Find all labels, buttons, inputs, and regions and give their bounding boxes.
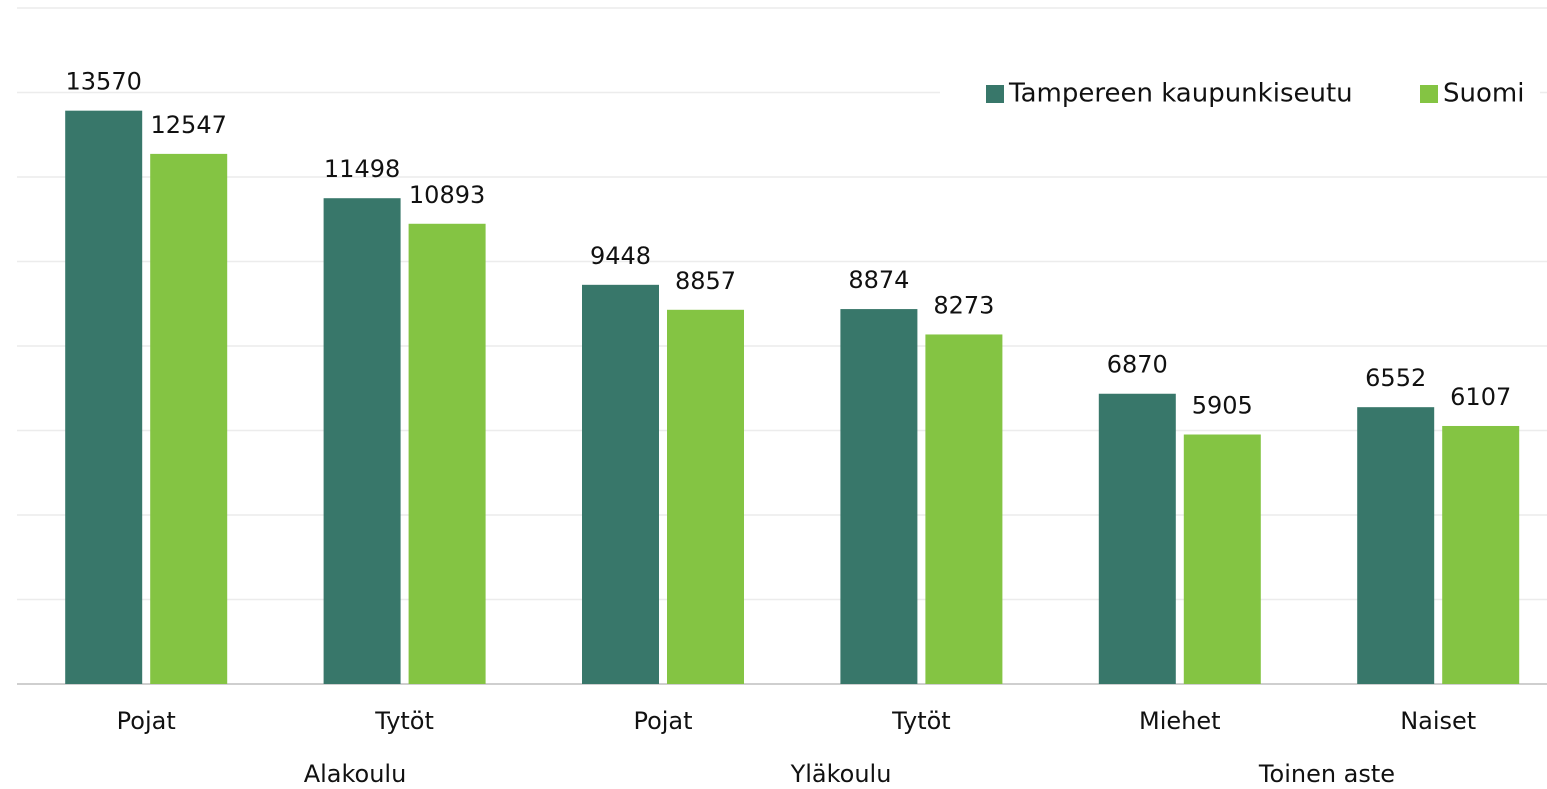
- bar: [323, 198, 401, 684]
- data-label: 12547: [151, 111, 227, 139]
- legend-swatch: [986, 85, 1004, 103]
- bar: [1357, 407, 1435, 684]
- data-label: 5905: [1192, 392, 1253, 420]
- group-label: Toinen aste: [1258, 760, 1395, 788]
- legend-background: [940, 70, 1540, 118]
- x-tick-label: Tytöt: [891, 707, 951, 735]
- data-label: 8273: [933, 291, 994, 319]
- data-label: 6870: [1107, 351, 1168, 379]
- bar: [925, 334, 1003, 684]
- data-label: 8874: [848, 266, 909, 294]
- data-label: 8857: [675, 267, 736, 295]
- bar: [1183, 434, 1261, 684]
- bar: [408, 223, 486, 684]
- data-label: 9448: [590, 242, 651, 270]
- data-label: 11498: [324, 155, 400, 183]
- legend-label: Tampereen kaupunkiseutu: [1008, 79, 1353, 109]
- bar: [840, 309, 918, 684]
- bar: [1442, 425, 1520, 684]
- legend-label: Suomi: [1443, 79, 1524, 109]
- bar: [582, 284, 659, 684]
- group-label: Yläkoulu: [790, 760, 892, 788]
- data-label: 6552: [1365, 364, 1426, 392]
- data-label: 10893: [409, 181, 485, 209]
- x-tick-label: Miehet: [1139, 707, 1221, 735]
- data-label: 13570: [66, 68, 142, 96]
- bar: [65, 110, 143, 685]
- group-label: Alakoulu: [304, 760, 407, 788]
- x-tick-label: Naiset: [1400, 707, 1476, 735]
- bar: [1098, 393, 1176, 684]
- bar: [150, 153, 228, 684]
- bar: [667, 309, 744, 684]
- x-tick-label: Pojat: [633, 707, 692, 735]
- data-label: 6107: [1450, 383, 1511, 411]
- x-tick-label: Tytöt: [374, 707, 434, 735]
- legend-swatch: [1420, 85, 1438, 103]
- x-tick-label: Pojat: [117, 707, 176, 735]
